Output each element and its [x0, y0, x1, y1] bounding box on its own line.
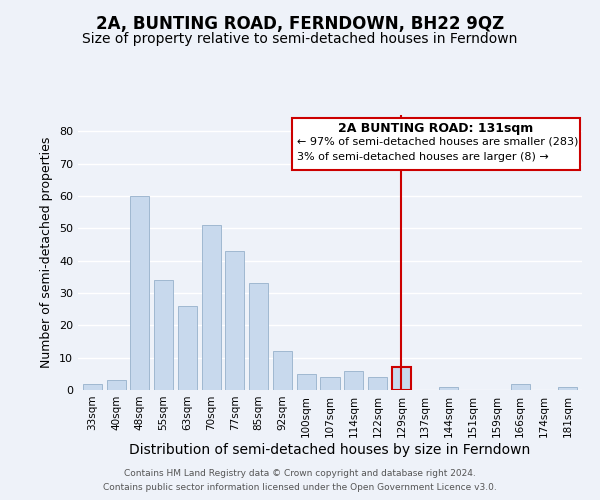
- Text: Size of property relative to semi-detached houses in Ferndown: Size of property relative to semi-detach…: [82, 32, 518, 46]
- Text: 2A BUNTING ROAD: 131sqm: 2A BUNTING ROAD: 131sqm: [338, 122, 533, 135]
- Bar: [344, 370, 363, 390]
- Text: Contains public sector information licensed under the Open Government Licence v3: Contains public sector information licen…: [103, 484, 497, 492]
- Bar: [368, 377, 387, 390]
- Bar: [178, 306, 197, 390]
- Bar: [273, 351, 292, 390]
- Text: Contains HM Land Registry data © Crown copyright and database right 2024.: Contains HM Land Registry data © Crown c…: [124, 468, 476, 477]
- X-axis label: Distribution of semi-detached houses by size in Ferndown: Distribution of semi-detached houses by …: [130, 442, 530, 456]
- Bar: [107, 380, 125, 390]
- Y-axis label: Number of semi-detached properties: Number of semi-detached properties: [40, 137, 53, 368]
- Text: 2A, BUNTING ROAD, FERNDOWN, BH22 9QZ: 2A, BUNTING ROAD, FERNDOWN, BH22 9QZ: [96, 15, 504, 33]
- Bar: [249, 283, 268, 390]
- Text: 3% of semi-detached houses are larger (8) →: 3% of semi-detached houses are larger (8…: [297, 152, 548, 162]
- Bar: [392, 368, 411, 390]
- Bar: [202, 225, 221, 390]
- Bar: [320, 377, 340, 390]
- Bar: [130, 196, 149, 390]
- Bar: [292, 118, 580, 170]
- Bar: [558, 387, 577, 390]
- Bar: [297, 374, 316, 390]
- Bar: [226, 251, 244, 390]
- Bar: [154, 280, 173, 390]
- Text: ← 97% of semi-detached houses are smaller (283): ← 97% of semi-detached houses are smalle…: [297, 136, 578, 146]
- Bar: [83, 384, 102, 390]
- Bar: [511, 384, 530, 390]
- Bar: [439, 387, 458, 390]
